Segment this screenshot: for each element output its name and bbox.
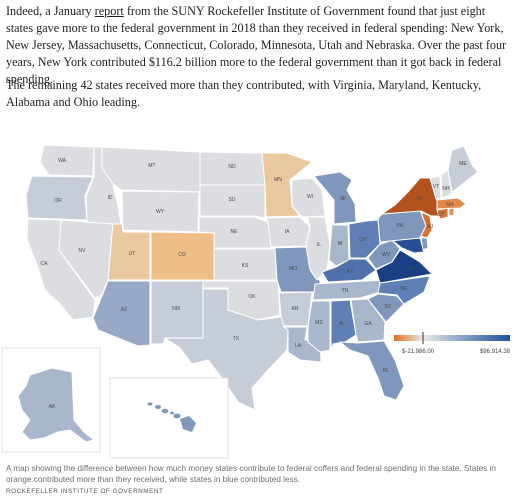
paragraph-1-intro: Indeed, a January (6, 4, 95, 18)
label-co: CO (178, 252, 186, 258)
label-al: AL (339, 321, 345, 327)
label-mi: MI (340, 196, 346, 202)
label-nm: NM (172, 306, 180, 312)
label-ct: CT (438, 212, 445, 218)
label-wa: WA (58, 158, 67, 164)
label-il: IL (317, 242, 321, 248)
label-mn: MN (274, 177, 282, 183)
state-ri[interactable] (448, 207, 455, 217)
state-de[interactable] (420, 237, 429, 251)
label-sc: SC (385, 304, 392, 310)
label-ne: NE (231, 229, 239, 235)
label-ak: AK (49, 404, 56, 410)
state-ne[interactable] (198, 216, 274, 249)
state-ma[interactable] (436, 197, 467, 210)
label-mo: MO (289, 266, 297, 272)
label-ms: MS (315, 320, 323, 326)
label-la: LA (295, 343, 302, 349)
label-tx: TX (233, 336, 240, 342)
state-fl[interactable] (338, 340, 405, 401)
label-ny: NY (417, 196, 425, 202)
state-tx[interactable] (163, 288, 289, 411)
label-nd: ND (228, 164, 236, 170)
label-fl: FL (383, 368, 389, 374)
article-paragraph-2: The remaining 42 states received more th… (6, 78, 482, 109)
label-oh: OH (359, 237, 367, 243)
state-az[interactable] (92, 280, 151, 347)
label-id: ID (108, 195, 113, 201)
label-pa: PA (397, 223, 404, 229)
label-nh: NH (442, 186, 450, 192)
article-paragraph-1: Indeed, a January report from the SUNY R… (6, 3, 510, 88)
label-va: VA (407, 266, 414, 272)
label-az: AZ (121, 307, 127, 313)
label-nj: NJ (427, 224, 434, 230)
state-ar[interactable] (278, 291, 313, 327)
label-vt: VT (433, 184, 439, 190)
state-nm[interactable] (150, 280, 204, 345)
state-sd[interactable] (199, 184, 266, 219)
label-wv: WV (382, 252, 391, 258)
map-caption: A map showing the difference between how… (6, 464, 496, 484)
label-or: OR (54, 198, 62, 204)
map-credit: ROCKEFELLER INSTITUTE OF GOVERNMENT (6, 488, 164, 495)
state-ut[interactable] (107, 223, 151, 281)
label-sd: SD (229, 197, 236, 203)
hawaii-inset-frame (109, 377, 229, 459)
state-mi[interactable] (313, 171, 357, 225)
state-wa[interactable] (39, 144, 95, 177)
state-la[interactable] (282, 326, 322, 363)
label-nv: NV (79, 248, 87, 254)
label-ca: CA (41, 261, 49, 267)
state-hi[interactable] (147, 402, 196, 432)
state-oh[interactable] (348, 219, 381, 259)
legend-gradient-bar (394, 335, 510, 341)
state-il[interactable] (305, 216, 331, 281)
state-vt[interactable] (429, 175, 442, 200)
us-choropleth-map: WA OR CA ID NV MT WY UT CO AZ NM ND SD N… (0, 120, 514, 462)
state-nh[interactable] (440, 169, 453, 199)
label-ut: UT (129, 251, 136, 257)
label-nc: NC (400, 286, 408, 292)
state-wi[interactable] (291, 177, 326, 218)
label-me: ME (459, 161, 467, 167)
label-in: IN (338, 241, 343, 247)
label-ks: KS (242, 263, 249, 269)
state-nc[interactable] (377, 275, 431, 305)
label-mt: MT (148, 163, 155, 169)
state-ky[interactable] (321, 258, 377, 283)
legend-max-label: $96,914.38 (480, 349, 511, 355)
label-tn: TN (342, 288, 349, 294)
paragraph-1-body: from the SUNY Rockefeller Institute of G… (6, 4, 507, 86)
map-svg: WA OR CA ID NV MT WY UT CO AZ NM ND SD N… (1, 144, 511, 459)
state-mt[interactable] (101, 146, 201, 193)
label-ia: IA (285, 229, 290, 235)
label-ga: GA (364, 321, 372, 327)
report-link[interactable]: report (94, 4, 124, 18)
state-me[interactable] (447, 145, 479, 193)
label-wy: WY (156, 209, 165, 215)
label-wi: WI (307, 194, 313, 200)
label-ar: AR (292, 306, 299, 312)
state-tn[interactable] (312, 279, 385, 301)
legend-min-label: $-21,986.00 (402, 349, 435, 355)
state-wy[interactable] (121, 190, 200, 233)
state-ms[interactable] (307, 300, 331, 353)
label-ok: OK (248, 294, 256, 300)
label-ky: KY (347, 269, 354, 275)
label-ma: MA (446, 202, 454, 208)
state-ak[interactable] (17, 367, 96, 443)
